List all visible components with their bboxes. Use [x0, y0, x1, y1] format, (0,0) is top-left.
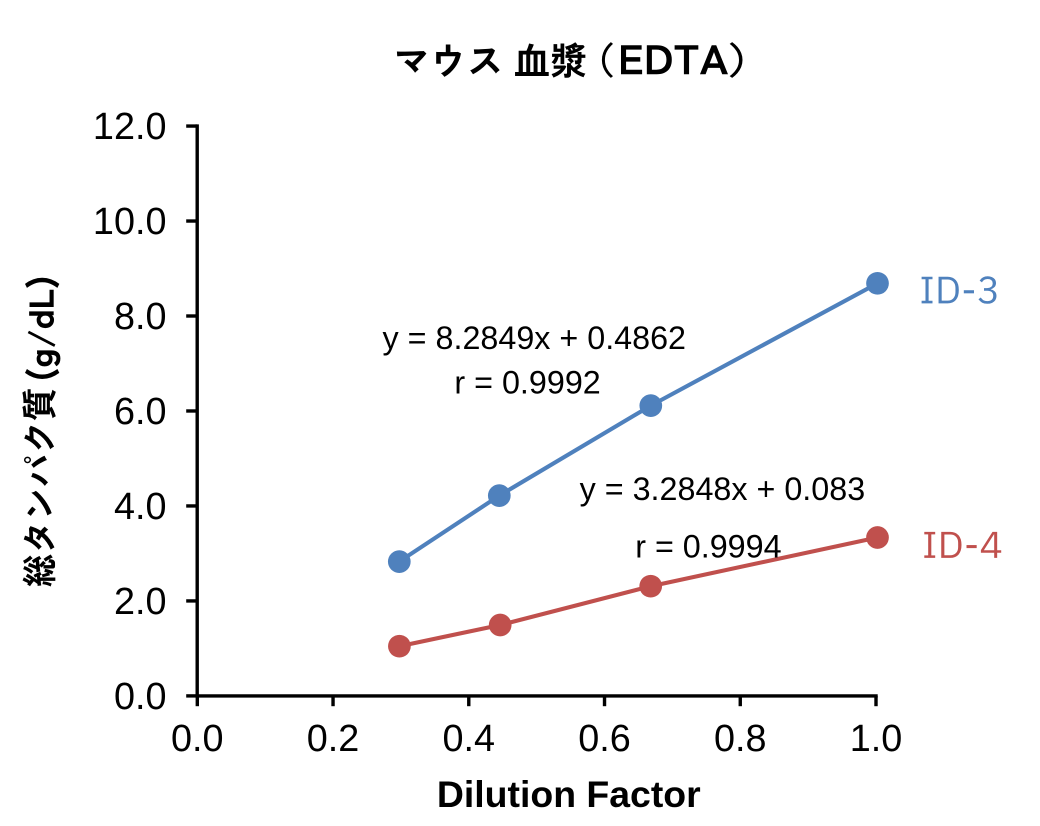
svg-text:r = 0.9994: r = 0.9994: [635, 528, 781, 564]
svg-text:4.0: 4.0: [114, 486, 167, 528]
svg-text:0.6: 0.6: [578, 718, 631, 760]
svg-text:8.0: 8.0: [114, 296, 167, 338]
svg-text:Dilution Factor: Dilution Factor: [437, 773, 701, 815]
svg-text:1.0: 1.0: [850, 718, 903, 760]
svg-text:0.8: 0.8: [714, 718, 767, 760]
svg-text:0.4: 0.4: [443, 718, 496, 760]
svg-text:0.2: 0.2: [307, 718, 360, 760]
svg-text:6.0: 6.0: [114, 391, 167, 433]
svg-text:2.0: 2.0: [114, 581, 167, 623]
svg-text:10.0: 10.0: [93, 201, 167, 243]
svg-text:y = 8.2849x + 0.4862: y = 8.2849x + 0.4862: [383, 320, 686, 356]
svg-text:y = 3.2848x + 0.083: y = 3.2848x + 0.083: [580, 471, 866, 507]
svg-text:r = 0.9992: r = 0.9992: [454, 365, 600, 401]
svg-text:0.0: 0.0: [171, 718, 224, 760]
svg-text:0.0: 0.0: [114, 676, 167, 718]
svg-text:12.0: 12.0: [93, 106, 167, 148]
